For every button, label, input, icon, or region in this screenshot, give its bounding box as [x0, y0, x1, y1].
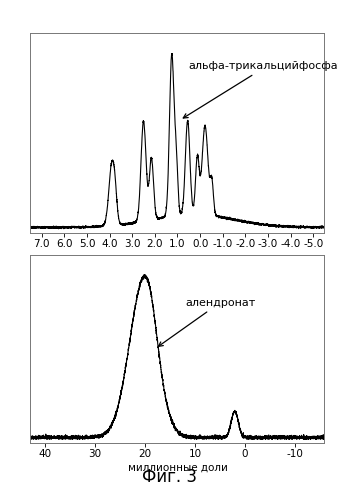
X-axis label: миллионные доли: миллионные доли	[127, 462, 227, 472]
Text: альфа-трикальцийфосфат: альфа-трикальцийфосфат	[183, 61, 338, 118]
Text: алендронат: алендронат	[159, 298, 255, 346]
Text: Фиг. 3: Фиг. 3	[142, 468, 196, 486]
X-axis label: миллионные доли: миллионные доли	[127, 252, 227, 262]
